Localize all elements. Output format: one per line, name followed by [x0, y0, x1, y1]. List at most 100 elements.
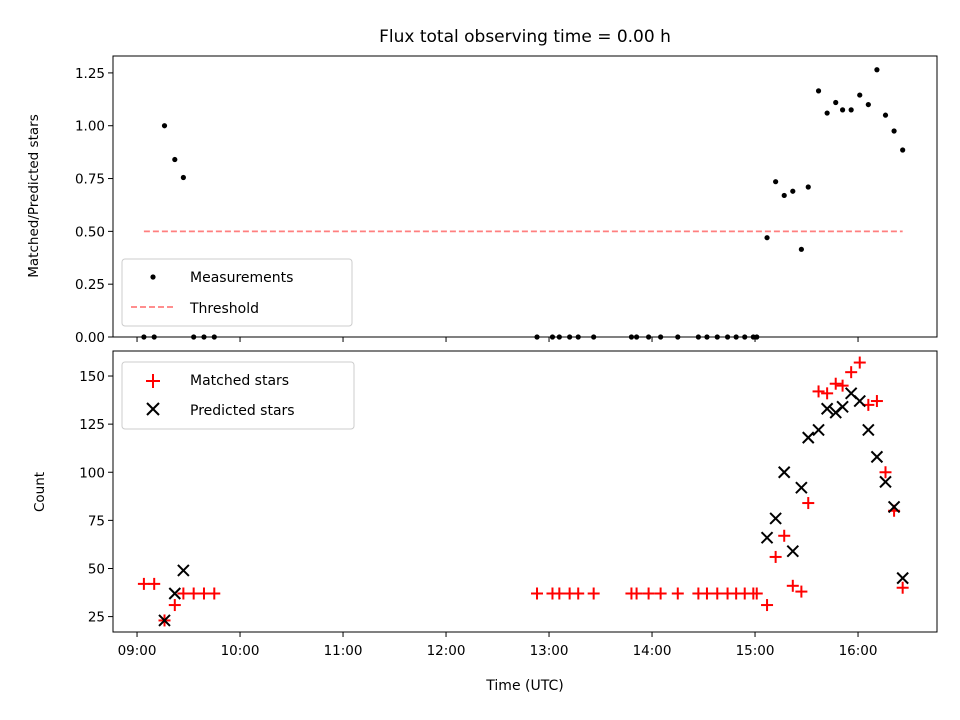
legend-measurements-label: Measurements	[190, 270, 293, 286]
legend-matched-marker	[146, 374, 160, 388]
measurement-point	[848, 107, 854, 113]
legend-threshold-label: Threshold	[189, 301, 259, 317]
y-tick-label: 100	[79, 465, 105, 481]
predicted-star-point	[158, 614, 171, 627]
y-tick-label: 1.25	[75, 66, 105, 82]
matched-star-point	[531, 587, 544, 600]
predicted-star-point	[778, 466, 791, 479]
measurement-point	[815, 88, 822, 94]
predicted-star-point	[879, 475, 892, 489]
matched-star-point	[671, 587, 684, 600]
y-tick-label: 0.25	[75, 277, 105, 293]
matched-star-point	[786, 579, 799, 592]
matched-star-point	[700, 587, 713, 600]
y-tick-label: 50	[88, 561, 105, 577]
measurement-point	[824, 110, 830, 116]
predicted-star-point	[896, 571, 909, 585]
matched-star-point	[750, 587, 763, 600]
y-tick-label: 0.75	[75, 172, 105, 188]
top-y-axis-label: Matched/Predicted stars	[26, 114, 42, 277]
matched-star-point	[642, 587, 655, 600]
matched-star-point	[553, 587, 566, 600]
y-tick-label: 0.00	[75, 330, 105, 346]
top-panel: Flux total observing time = 0.00 h Match…	[26, 27, 938, 346]
measurement-point	[798, 246, 804, 252]
x-tick-label: 10:00	[221, 643, 260, 659]
predicted-star-point	[786, 544, 800, 558]
matched-star-point	[812, 385, 825, 398]
measurement-point	[161, 123, 168, 129]
measurement-point	[891, 128, 897, 134]
x-tick-label: 09:00	[118, 643, 157, 659]
measurement-point	[839, 107, 846, 113]
predicted-star-point	[795, 481, 808, 494]
bottom-axis-ticks: 25 50 75 100 125 150 09:00 10:00 11:00 12:00 13:00…	[79, 369, 877, 659]
y-tick-label: 125	[79, 417, 105, 433]
measurement-point	[773, 179, 779, 185]
matched-star-point	[778, 529, 791, 542]
matched-star-point	[879, 466, 892, 479]
matched-star-point	[829, 377, 842, 390]
bottom-legend: Matched stars Predicted stars	[121, 361, 355, 430]
top-legend: Measurements Threshold	[121, 258, 353, 327]
matched-star-point	[853, 356, 866, 369]
bottom-plot-frame	[112, 350, 938, 633]
predicted-star-point	[870, 450, 884, 464]
y-tick-label: 75	[88, 513, 105, 529]
measurement-point	[790, 188, 796, 194]
legend-predicted-marker	[146, 402, 160, 416]
measurement-point	[865, 101, 871, 108]
matched-star-point	[836, 379, 849, 392]
measurement-point	[172, 156, 178, 163]
predicted-star-point	[769, 512, 782, 525]
measurement-point	[805, 184, 811, 190]
x-tick-label: 11:00	[324, 643, 363, 659]
top-plot-frame	[112, 55, 938, 338]
measurement-point	[833, 99, 839, 106]
matched-star-point	[137, 577, 150, 590]
matched-star-point	[870, 395, 883, 408]
matched-star-point	[795, 585, 808, 598]
predicted-star-point	[168, 587, 182, 600]
predicted-star-point	[177, 564, 190, 577]
bottom-plot-marks	[137, 356, 909, 627]
x-tick-label: 12:00	[427, 643, 466, 659]
y-tick-label: 1.00	[75, 119, 105, 135]
legend-matched-label: Matched stars	[190, 373, 289, 389]
y-tick-label: 25	[88, 610, 105, 626]
matched-star-point	[761, 599, 774, 612]
x-tick-label: 15:00	[736, 643, 775, 659]
measurement-point	[180, 174, 186, 181]
matched-star-point	[572, 587, 585, 600]
matched-star-point	[187, 587, 200, 600]
top-plot-marks	[141, 67, 906, 340]
predicted-star-point	[812, 423, 825, 437]
chart-title: Flux total observing time = 0.00 h	[379, 27, 671, 47]
matched-star-point	[208, 587, 221, 600]
top-legend-box	[121, 258, 353, 327]
measurement-point	[900, 147, 906, 153]
legend-measurements-marker	[150, 274, 156, 280]
matched-star-point	[769, 550, 782, 563]
matched-star-point	[197, 587, 210, 600]
matched-star-point	[821, 387, 834, 400]
predicted-star-point	[862, 423, 875, 437]
bottom-legend-box	[121, 361, 355, 430]
top-axis-ticks: 0.00 0.25 0.50 0.75 1.00 1.25	[75, 66, 859, 346]
measurement-point	[764, 235, 770, 241]
matched-star-point	[148, 577, 161, 590]
predicted-star-point	[887, 500, 901, 514]
measurement-point	[874, 67, 880, 73]
measurement-point	[781, 192, 787, 199]
legend-predicted-label: Predicted stars	[190, 403, 295, 419]
matched-star-point	[845, 366, 858, 379]
bottom-y-axis-label: Count	[32, 472, 48, 512]
matched-star-point	[802, 497, 815, 510]
y-tick-label: 0.50	[75, 224, 105, 240]
predicted-star-point	[836, 400, 849, 414]
measurement-point	[882, 112, 889, 118]
y-tick-label: 150	[79, 369, 105, 385]
measurement-point	[857, 92, 863, 98]
